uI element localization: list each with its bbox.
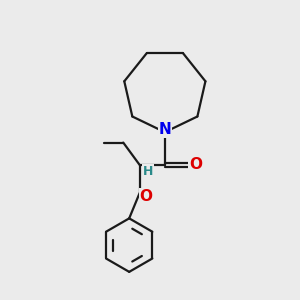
Text: H: H: [143, 165, 153, 178]
Text: N: N: [158, 122, 171, 137]
Text: O: O: [140, 189, 153, 204]
Text: O: O: [189, 158, 202, 172]
